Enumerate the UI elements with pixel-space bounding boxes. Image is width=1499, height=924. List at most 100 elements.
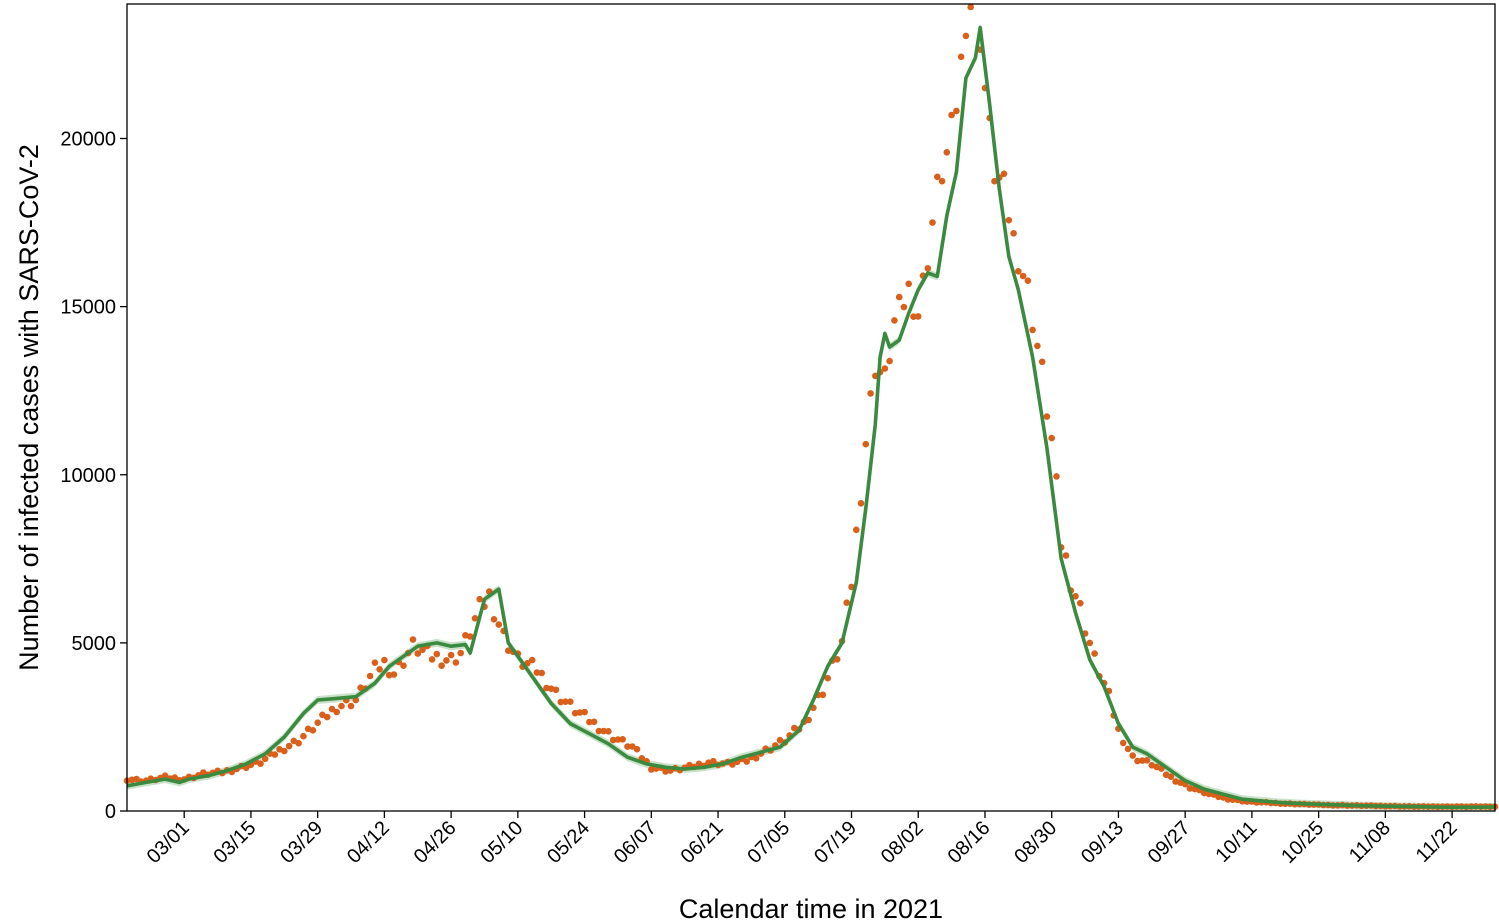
observed-point bbox=[624, 743, 631, 750]
observed-point bbox=[862, 440, 870, 448]
x-tick-label: 11/22 bbox=[1412, 817, 1462, 867]
observed-point bbox=[567, 698, 574, 705]
y-tick-label: 0 bbox=[105, 801, 116, 823]
observed-point bbox=[752, 755, 760, 762]
observed-point bbox=[281, 747, 288, 755]
observed-point bbox=[1086, 639, 1094, 647]
observed-point bbox=[381, 656, 388, 664]
observed-point bbox=[300, 732, 307, 740]
observed-point bbox=[328, 705, 336, 713]
observed-point bbox=[805, 716, 812, 724]
observed-point bbox=[452, 659, 460, 666]
observed-point bbox=[1029, 326, 1036, 334]
observed-point bbox=[929, 219, 936, 226]
observed-point bbox=[614, 736, 622, 743]
x-tick-label: 06/21 bbox=[677, 817, 728, 868]
x-tick-label: 06/07 bbox=[610, 817, 661, 868]
observed-point bbox=[1129, 752, 1136, 759]
observed-point bbox=[161, 772, 169, 779]
observed-point bbox=[323, 713, 331, 721]
fitted-band bbox=[127, 23, 1495, 812]
y-axis-title: Number of infected cases with SARS-CoV-2 bbox=[14, 144, 44, 671]
observed-point bbox=[1062, 552, 1070, 559]
observed-point bbox=[619, 736, 626, 743]
observed-point bbox=[586, 718, 593, 726]
observed-point bbox=[914, 313, 922, 320]
observed-point bbox=[1167, 773, 1175, 780]
observed-point bbox=[1038, 358, 1046, 366]
observed-point bbox=[938, 177, 946, 185]
x-tick-label: 04/12 bbox=[343, 817, 394, 868]
observed-point bbox=[590, 718, 598, 726]
observed-point bbox=[581, 708, 588, 716]
observed-point bbox=[443, 657, 450, 664]
x-axis-title: Calendar time in 2021 bbox=[679, 894, 943, 924]
y-axis: 0 5000 10000 15000 20000 bbox=[60, 129, 127, 823]
observed-point bbox=[1053, 473, 1060, 480]
observed-point bbox=[910, 313, 917, 321]
observed-point bbox=[891, 317, 898, 324]
observed-point bbox=[476, 595, 484, 603]
observed-point bbox=[605, 728, 612, 735]
observed-point bbox=[552, 686, 560, 694]
observed-point bbox=[1043, 413, 1051, 420]
y-tick-label: 20000 bbox=[60, 129, 116, 151]
observed-point bbox=[953, 107, 960, 115]
fitted-band-layer bbox=[127, 23, 1495, 812]
x-tick-label: 03/29 bbox=[276, 817, 327, 868]
observed-point bbox=[257, 760, 264, 767]
observed-point bbox=[743, 758, 750, 765]
observed-point bbox=[333, 708, 341, 716]
x-tick-label: 04/26 bbox=[410, 817, 461, 868]
observed-point bbox=[428, 656, 436, 663]
observed-point bbox=[600, 727, 607, 735]
observed-point bbox=[710, 757, 717, 765]
observed-point bbox=[433, 650, 441, 658]
observed-point bbox=[962, 32, 970, 40]
observed-point bbox=[857, 500, 865, 507]
observed-point bbox=[819, 691, 827, 699]
y-tick-label: 15000 bbox=[60, 297, 116, 319]
observed-point bbox=[1048, 434, 1055, 442]
observed-point bbox=[438, 662, 445, 669]
observed-point bbox=[881, 365, 889, 372]
x-tick-label: 08/16 bbox=[944, 817, 995, 868]
observed-point bbox=[471, 615, 479, 622]
observed-point bbox=[1024, 277, 1032, 285]
observed-point bbox=[528, 656, 536, 664]
observed-point bbox=[886, 357, 893, 365]
y-tick-label: 5000 bbox=[72, 633, 117, 655]
observed-point bbox=[1019, 272, 1027, 280]
observed-point bbox=[285, 742, 293, 750]
observed-point bbox=[538, 669, 545, 677]
observed-point bbox=[533, 669, 541, 676]
observed-point bbox=[490, 616, 498, 623]
fitted-line-layer bbox=[126, 25, 1496, 810]
observed-point bbox=[414, 650, 422, 657]
observed-point bbox=[371, 659, 379, 666]
x-tick-label: 05/24 bbox=[543, 817, 594, 868]
observed-point bbox=[376, 666, 383, 673]
observed-point bbox=[924, 265, 932, 272]
observed-point bbox=[495, 621, 503, 628]
observed-point bbox=[576, 709, 584, 716]
observed-point bbox=[867, 390, 874, 397]
observed-point bbox=[457, 649, 465, 657]
observed-point bbox=[905, 280, 912, 288]
x-tick-label: 09/27 bbox=[1144, 817, 1195, 868]
observed-point bbox=[1000, 170, 1008, 178]
x-axis: 03/01 03/15 03/29 04/12 04/26 05/10 05/24 06/07… bbox=[143, 811, 1462, 868]
observed-point bbox=[1124, 745, 1132, 753]
x-tick-label: 07/19 bbox=[810, 817, 861, 868]
observed-point bbox=[1072, 593, 1079, 600]
observed-point bbox=[1134, 757, 1141, 765]
observed-point bbox=[1005, 216, 1013, 224]
observed-point bbox=[338, 702, 345, 710]
observed-point bbox=[271, 751, 279, 758]
observed-point bbox=[895, 293, 903, 301]
x-tick-label: 09/13 bbox=[1077, 817, 1128, 868]
y-tick-label: 10000 bbox=[60, 465, 116, 487]
fitted-line bbox=[126, 25, 1496, 810]
observed-point bbox=[843, 599, 850, 606]
x-tick-label: 08/02 bbox=[877, 817, 928, 868]
